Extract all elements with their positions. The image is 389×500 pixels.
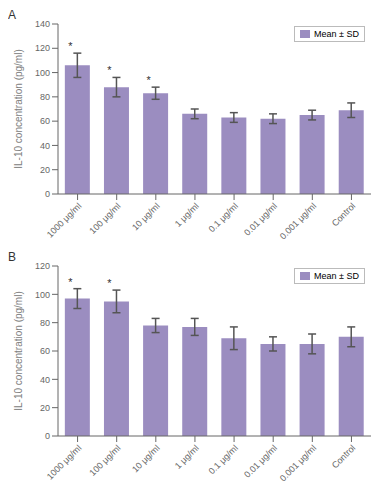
svg-text:100: 100 [35,290,50,300]
svg-text:120: 120 [35,43,50,53]
html-text:Mean ± SD: Mean ± SD [314,271,359,281]
svg-text:1000 μg/ml: 1000 μg/ml [45,201,84,240]
svg-text:40: 40 [40,375,50,385]
svg-text:100: 100 [35,68,50,78]
svg-text:120: 120 [35,261,50,271]
svg-text:*: * [68,276,73,288]
svg-text:20: 20 [40,403,50,413]
svg-text:1 μg/ml: 1 μg/ml [173,443,201,471]
svg-text:*: * [146,74,151,86]
svg-text:60: 60 [40,346,50,356]
svg-text:1 μg/ml: 1 μg/ml [173,201,201,229]
svg-text:0.001 μg/ml: 0.001 μg/ml [278,443,318,483]
svg-text:IL-10 concentration (pg/ml): IL-10 concentration (pg/ml) [13,291,24,411]
html-text:A: A [8,8,16,22]
svg-text:100 μg/ml: 100 μg/ml [87,443,122,478]
svg-text:0.001 μg/ml: 0.001 μg/ml [278,201,318,241]
svg-text:1000 μg/ml: 1000 μg/ml [45,443,84,482]
svg-text:0.01 μg/ml: 0.01 μg/ml [242,443,279,480]
svg-text:*: * [107,277,112,289]
svg-text:0.1 μg/ml: 0.1 μg/ml [207,201,240,234]
svg-text:140: 140 [35,19,50,29]
svg-text:80: 80 [40,318,50,328]
svg-text:0.01 μg/ml: 0.01 μg/ml [242,201,279,238]
svg-text:0: 0 [45,431,50,441]
svg-text:100 μg/ml: 100 μg/ml [87,201,122,236]
svg-text:10 μg/ml: 10 μg/ml [130,443,162,475]
svg-text:0: 0 [45,189,50,199]
svg-text:20: 20 [40,165,50,175]
html-text:B: B [8,250,16,264]
svg-text:IL-10 concentration (pg/ml): IL-10 concentration (pg/ml) [13,49,24,169]
html-text:Mean ± SD: Mean ± SD [314,29,359,39]
svg-text:Control: Control [330,443,358,471]
svg-text:40: 40 [40,141,50,151]
svg-text:Control: Control [330,201,358,229]
svg-text:*: * [107,64,112,76]
svg-text:*: * [68,40,73,52]
svg-text:10 μg/ml: 10 μg/ml [130,201,162,233]
svg-text:60: 60 [40,116,50,126]
svg-text:0.1 μg/ml: 0.1 μg/ml [207,443,240,476]
svg-text:80: 80 [40,92,50,102]
